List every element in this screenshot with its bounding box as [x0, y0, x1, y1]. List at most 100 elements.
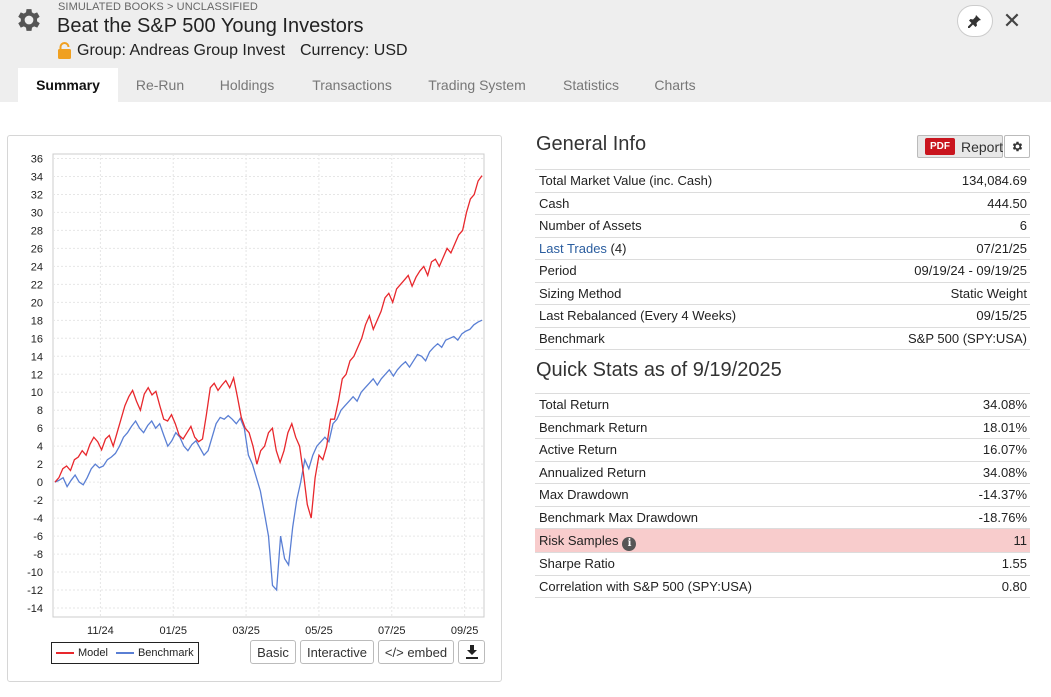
y-tick-label: 26: [31, 243, 43, 255]
row-key: Total Market Value (inc. Cash): [539, 173, 713, 188]
series-line-benchmark: [54, 319, 483, 592]
y-tick-label: 22: [31, 279, 43, 291]
x-tick-label: 05/25: [305, 625, 333, 637]
table-row: Last Trades (4) 07/21/25: [535, 238, 1030, 260]
table-row-highlighted: Risk Samples i 11: [535, 529, 1030, 553]
tab-summary[interactable]: Summary: [18, 68, 118, 102]
y-tick-label: -4: [33, 513, 43, 525]
row-key: Active Return: [539, 442, 618, 457]
gear-icon: [1012, 141, 1022, 152]
download-icon: [465, 645, 478, 659]
x-tick-label: 01/25: [159, 625, 187, 637]
basic-button[interactable]: Basic: [250, 640, 296, 664]
y-tick-label: -10: [27, 567, 43, 579]
group-label: Group: Andreas Group Invest: [77, 42, 286, 59]
y-tick-label: 4: [37, 441, 43, 453]
table-row: Last Rebalanced (Every 4 Weeks) 09/15/25: [535, 305, 1030, 328]
y-tick-label: 24: [31, 261, 43, 273]
row-value: -18.76%: [978, 509, 1027, 525]
row-key: Correlation with S&P 500 (SPY:USA): [539, 578, 752, 594]
table-row: Benchmark S&P 500 (SPY:USA): [535, 328, 1030, 350]
x-tick-label: 09/25: [451, 625, 479, 637]
row-key: Benchmark: [539, 330, 605, 346]
row-value: -14.37%: [978, 487, 1027, 502]
table-row: Max Drawdown -14.37%: [535, 484, 1030, 507]
row-key: Risk Samples: [539, 533, 619, 548]
table-row: Period 09/19/24 - 09/19/25: [535, 260, 1030, 283]
tab-statistics[interactable]: Statistics: [562, 77, 619, 93]
download-button[interactable]: [458, 640, 485, 664]
table-row: Active Return 16.07%: [535, 439, 1030, 462]
embed-button[interactable]: </> embed: [378, 640, 454, 664]
quick-stats-title: Quick Stats as of 9/19/2025: [536, 359, 782, 381]
y-tick-label: 28: [31, 225, 43, 237]
table-row: Sharpe Ratio 1.55: [535, 553, 1030, 576]
legend-benchmark-label: Benchmark: [137, 647, 194, 659]
tab-charts[interactable]: Charts: [654, 77, 696, 93]
row-value: 11: [1013, 533, 1028, 548]
legend-swatch-benchmark: [115, 652, 134, 654]
y-tick-label: 14: [31, 351, 43, 363]
y-tick-label: -2: [33, 495, 43, 507]
row-key: Benchmark Max Drawdown: [539, 509, 698, 525]
tab-re-run[interactable]: Re-Run: [135, 77, 185, 93]
lock-icon: [58, 42, 71, 59]
row-value: 09/19/24 - 09/19/25: [914, 263, 1027, 278]
close-icon: ✕: [1002, 8, 1022, 33]
row-value: 134,084.69: [961, 173, 1027, 188]
last-trade-date-link[interactable]: 07/21/25: [976, 240, 1027, 256]
tab-bar: Summary Re-Run Holdings Transactions Tra…: [0, 68, 1051, 102]
report-label: Report: [961, 138, 1004, 155]
y-tick-label: 8: [37, 405, 43, 417]
row-value: Static Weight: [950, 285, 1027, 301]
y-tick-label: 32: [31, 189, 43, 201]
row-key: Sizing Method: [539, 285, 622, 301]
row-key: Annualized Return: [539, 464, 646, 480]
table-row: Total Return 34.08%: [535, 394, 1030, 417]
table-row: Sizing Method Static Weight: [535, 283, 1030, 305]
row-key: Number of Assets: [539, 218, 642, 233]
pin-button[interactable]: [957, 5, 993, 37]
quick-stats-table: Total Return 34.08% Benchmark Return 18.01…: [535, 393, 1030, 598]
chart-legend: Model Benchmark: [51, 642, 199, 664]
breadcrumb[interactable]: SIMULATED BOOKS > UNCLASSIFIED: [58, 1, 258, 13]
pin-icon: [968, 15, 981, 28]
general-info-table: Total Market Value (inc. Cash) 134,084.69…: [535, 169, 1030, 350]
interactive-button[interactable]: Interactive: [300, 640, 374, 664]
y-tick-label: 2: [37, 459, 43, 471]
y-tick-label: 34: [31, 171, 43, 183]
performance-chart[interactable]: 363432302826242220181614121086420-2-4-6-…: [7, 140, 502, 640]
y-tick-label: 12: [31, 369, 43, 381]
row-key: Period: [539, 263, 577, 278]
close-button[interactable]: ✕: [1001, 8, 1023, 33]
y-tick-label: 36: [31, 153, 43, 165]
y-tick-label: 10: [31, 387, 43, 399]
general-info-title: General Info: [536, 133, 647, 155]
table-row: Correlation with S&P 500 (SPY:USA) 0.80: [535, 576, 1030, 598]
row-key: Last Rebalanced (Every 4 Weeks): [539, 308, 737, 323]
series-line-model: [54, 175, 483, 519]
table-row: Benchmark Max Drawdown -18.76%: [535, 507, 1030, 529]
info-icon[interactable]: i: [622, 537, 637, 551]
pdf-report-button[interactable]: PDF Report: [917, 135, 1003, 158]
page-title: Beat the S&P 500 Young Investors: [57, 15, 364, 37]
row-value: 34.08%: [982, 464, 1027, 480]
gear-icon[interactable]: [14, 5, 44, 35]
tab-trading-system[interactable]: Trading System: [428, 77, 526, 93]
y-tick-label: 0: [37, 477, 43, 489]
tab-transactions[interactable]: Transactions: [312, 77, 392, 93]
table-row: Cash 444.50: [535, 193, 1030, 215]
last-trades-link[interactable]: Last Trades: [539, 240, 607, 256]
row-key: Total Return: [539, 397, 610, 412]
last-trades-count: (4): [606, 240, 627, 256]
report-settings-button[interactable]: [1004, 135, 1030, 158]
y-tick-label: 6: [37, 423, 43, 435]
row-key: Cash: [539, 195, 570, 211]
y-tick-label: -6: [33, 531, 43, 543]
tab-holdings[interactable]: Holdings: [219, 77, 275, 93]
row-value: 18.01%: [982, 419, 1027, 435]
y-tick-label: -12: [27, 585, 43, 597]
row-key: Sharpe Ratio: [539, 556, 615, 571]
y-tick-label: 16: [31, 333, 43, 345]
legend-model-label: Model: [78, 647, 108, 659]
